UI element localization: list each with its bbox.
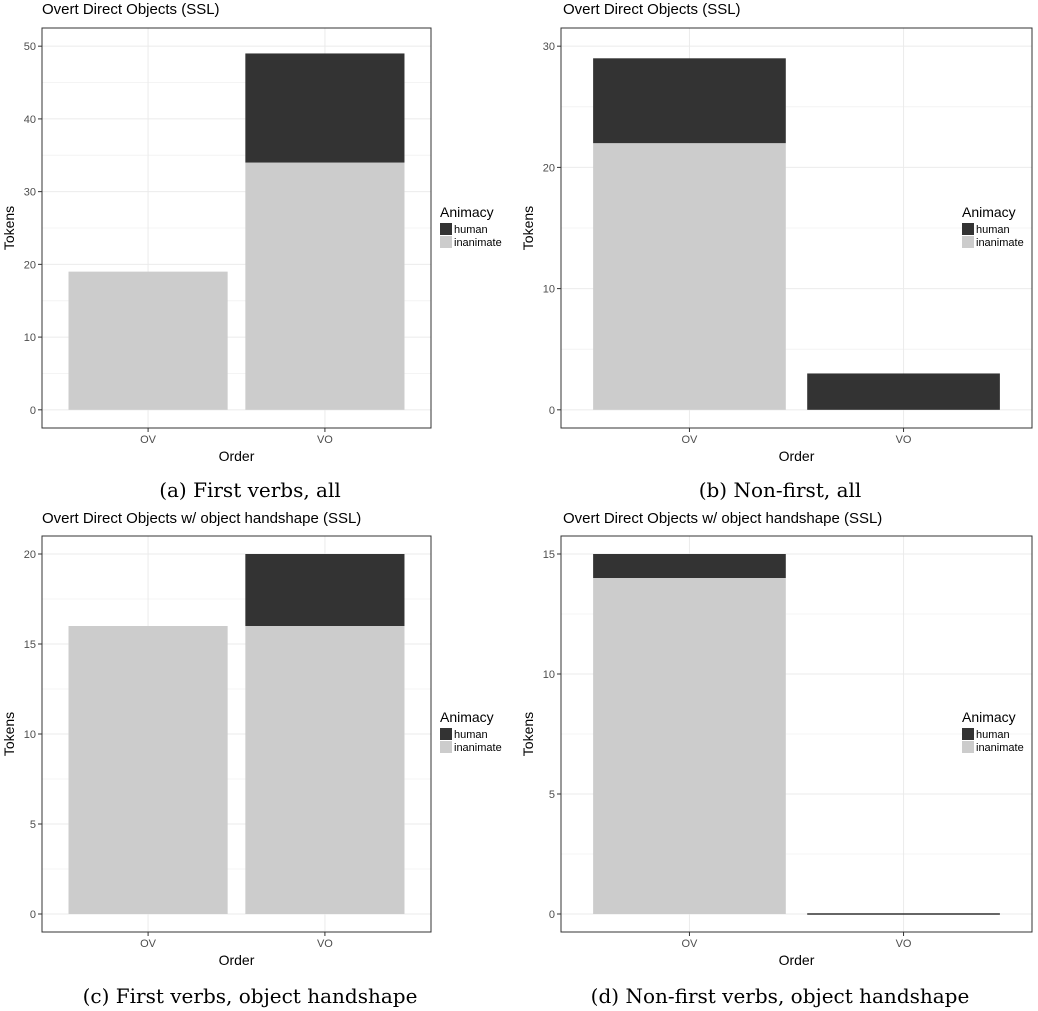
y-axis-title: Tokens: [520, 712, 536, 756]
y-tick-label: 20: [24, 259, 36, 271]
y-axis-title: Tokens: [520, 206, 536, 250]
legend-label-inanimate: inanimate: [454, 742, 502, 754]
x-tick-label: OV: [682, 434, 699, 446]
plot-frame: [560, 535, 1033, 933]
legend-key-human: [962, 223, 974, 235]
y-tick-label: 15: [24, 639, 36, 651]
y-tick-label: 30: [543, 41, 555, 53]
y-tick-label: 10: [24, 332, 36, 344]
y-tick-label: 20: [24, 549, 36, 561]
panel-caption: (c) First verbs, object handshape: [83, 984, 418, 1008]
y-tick-label: 20: [543, 162, 555, 174]
chart-panel-d: 0 5 10 15 OV VO Overt Direct Objects w/ object…: [520, 510, 1033, 1008]
legend-label-inanimate: inanimate: [976, 237, 1024, 249]
y-tick-label: 5: [30, 819, 36, 831]
x-axis-title: Order: [779, 952, 815, 968]
chart-panel-a: 0 10 20 30 40 50 OV VO Overt Direct Objects (SSL…: [1, 1, 502, 502]
y-tick-label: 10: [543, 284, 555, 296]
bar-human-VO: [245, 554, 405, 626]
panel-caption: (d) Non-first verbs, object handshape: [591, 984, 970, 1008]
chart-title: Overt Direct Objects w/ object handshape…: [563, 510, 882, 527]
plot-frame: [41, 27, 432, 429]
bar-inanimate-VO: [245, 162, 405, 410]
bar-human-VO: [245, 53, 405, 163]
x-tick-label: OV: [140, 434, 157, 446]
x-tick-label: VO: [317, 938, 333, 950]
y-tick-label: 50: [24, 41, 36, 53]
legend-label-human: human: [454, 729, 488, 741]
x-tick-label: OV: [140, 938, 157, 950]
y-tick-label: 0: [549, 909, 555, 921]
y-tick-label: 40: [24, 114, 36, 126]
x-tick-label: VO: [896, 938, 912, 950]
legend-title: Animacy: [440, 709, 494, 725]
y-tick-label: 0: [549, 405, 555, 417]
legend-key-human: [962, 728, 974, 740]
panel-caption: (b) Non-first, all: [699, 478, 862, 502]
y-axis-title: Tokens: [1, 712, 17, 756]
legend-title: Animacy: [440, 204, 494, 220]
bar-human-OV: [593, 58, 786, 144]
x-axis-title: Order: [219, 448, 255, 464]
plot-frame: [560, 27, 1033, 429]
bar-inanimate-OV: [68, 271, 228, 410]
bar-human-OV: [593, 554, 786, 578]
chart-panel-c: 0 5 10 15 20 OV VO Overt Direct Objects w/ obje…: [1, 510, 502, 1008]
legend-key-human: [440, 223, 452, 235]
legend-key-inanimate: [962, 741, 974, 753]
legend-label-human: human: [976, 729, 1010, 741]
y-tick-label: 30: [24, 187, 36, 199]
y-tick-label: 5: [549, 789, 555, 801]
legend-key-human: [440, 728, 452, 740]
legend-label-inanimate: inanimate: [454, 237, 502, 249]
legend-title: Animacy: [962, 204, 1016, 220]
legend-title: Animacy: [962, 709, 1016, 725]
x-axis-title: Order: [219, 952, 255, 968]
legend-key-inanimate: [962, 236, 974, 248]
legend-label-human: human: [454, 224, 488, 236]
chart-title: Overt Direct Objects w/ object handshape…: [42, 510, 361, 527]
bar-inanimate-OV: [68, 626, 228, 914]
x-axis-title: Order: [779, 448, 815, 464]
x-tick-label: VO: [317, 434, 333, 446]
chart-title: Overt Direct Objects (SSL): [42, 1, 220, 18]
panel-caption: (a) First verbs, all: [159, 478, 341, 502]
y-tick-label: 15: [543, 549, 555, 561]
bar-inanimate-OV: [593, 143, 786, 410]
bar-inanimate-VO: [245, 626, 405, 914]
legend-key-inanimate: [440, 741, 452, 753]
chart-title: Overt Direct Objects (SSL): [563, 1, 741, 18]
bar-human-VO: [807, 373, 1000, 410]
legend-label-human: human: [976, 224, 1010, 236]
y-axis-title: Tokens: [1, 206, 17, 250]
legend-label-inanimate: inanimate: [976, 742, 1024, 754]
legend-key-inanimate: [440, 236, 452, 248]
y-tick-label: 10: [543, 669, 555, 681]
x-tick-label: VO: [896, 434, 912, 446]
bar-inanimate-OV: [593, 578, 786, 914]
y-tick-label: 0: [30, 909, 36, 921]
x-tick-label: OV: [682, 938, 699, 950]
chart-panel-b: 0 10 20 30 OV VO Overt Direct Objects (SSL) Ord…: [520, 1, 1033, 502]
y-tick-label: 10: [24, 729, 36, 741]
y-tick-label: 0: [30, 405, 36, 417]
